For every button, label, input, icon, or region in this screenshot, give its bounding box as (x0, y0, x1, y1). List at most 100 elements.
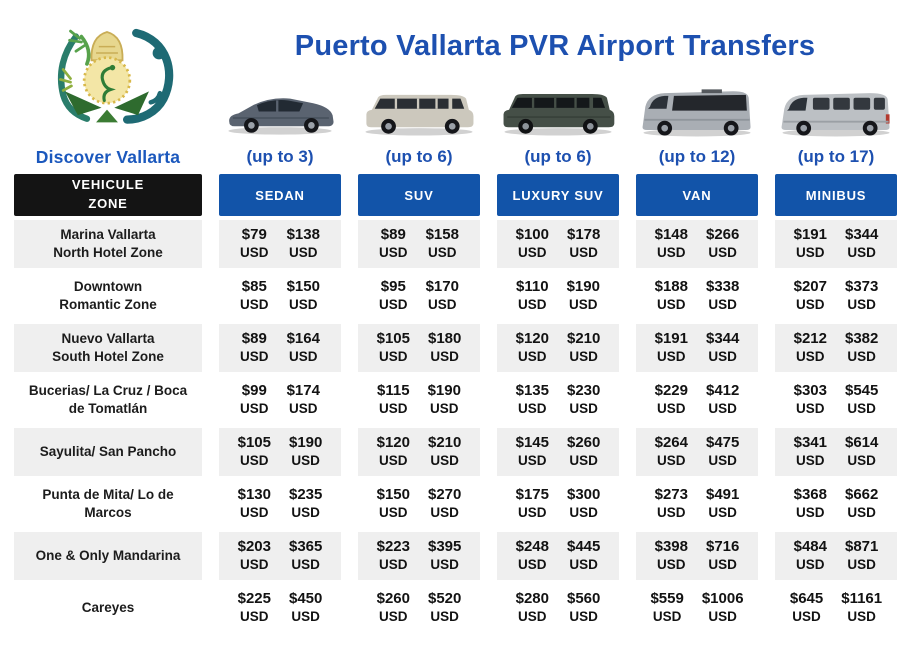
price-cell: $212 USD $382 USD (775, 324, 897, 372)
price-cell: $135 USD $230 USD (497, 376, 619, 424)
price-amount: $148 (654, 226, 688, 244)
price-amount: $871 (845, 538, 879, 556)
price-amount: $145 (515, 434, 549, 452)
currency-label: USD (240, 244, 269, 260)
price-amount: $175 (515, 486, 549, 504)
price-cell: $273 USD $491 USD (636, 480, 758, 528)
price-entry: $260 USD (567, 434, 600, 470)
price-amount: $412 (706, 382, 740, 400)
currency-label: USD (240, 348, 269, 364)
currency-label: USD (708, 556, 737, 572)
price-entry: $223 USD (377, 538, 410, 574)
currency-label: USD (379, 504, 408, 520)
price-entry: $210 USD (567, 330, 600, 366)
price-amount: $365 (289, 538, 323, 556)
price-entry: $230 USD (567, 382, 600, 418)
currency-label: USD (569, 348, 598, 364)
price-entry: $614 USD (845, 434, 878, 470)
price-entry: $1161 USD (841, 590, 882, 626)
zone-name-line2: de Tomatlán (68, 401, 148, 416)
price-amount: $89 (241, 330, 267, 348)
currency-label: USD (708, 504, 737, 520)
price-amount: $270 (428, 486, 462, 504)
price-amount: $79 (241, 226, 267, 244)
price-entry: $145 USD (516, 434, 549, 470)
price-amount: $170 (425, 278, 459, 296)
price-cell: $105 USD $190 USD (219, 428, 341, 476)
price-cell: $100 USD $178 USD (497, 220, 619, 268)
currency-label: USD (708, 452, 737, 468)
price-entry: $178 USD (567, 226, 600, 262)
column-header-sedan: SEDAN (219, 174, 341, 216)
currency-label: USD (291, 452, 320, 468)
zone-name-line1: Bucerias/ La Cruz / Boca (28, 382, 188, 398)
zone-name-line1: Nuevo Vallarta (61, 330, 155, 346)
currency-label: USD (379, 556, 408, 572)
price-amount: $368 (793, 486, 827, 504)
price-entry: $164 USD (287, 330, 320, 366)
currency-label: USD (847, 504, 876, 520)
price-amount: $115 (377, 382, 410, 400)
price-entry: $365 USD (289, 538, 322, 574)
zone-name-line2: South Hotel Zone (52, 349, 164, 364)
price-entry: $150 USD (287, 278, 320, 314)
price-entry: $412 USD (706, 382, 739, 418)
currency-label: USD (379, 608, 408, 624)
price-amount: $158 (425, 226, 459, 244)
price-cell: $341 USD $614 USD (775, 428, 897, 476)
price-amount: $95 (380, 278, 406, 296)
price-amount: $105 (376, 330, 410, 348)
price-entry: $135 USD (516, 382, 549, 418)
price-amount: $130 (237, 486, 271, 504)
logo-emblem-icon (57, 28, 174, 124)
price-amount: $450 (289, 590, 323, 608)
currency-label: USD (518, 504, 547, 520)
zone-name-line1: Punta de Mita/ Lo de (42, 486, 174, 502)
currency-label: USD (379, 452, 408, 468)
currency-label: USD (847, 400, 876, 416)
price-entry: $188 USD (655, 278, 688, 314)
currency-label: USD (518, 296, 547, 312)
price-cell: $191 USD $344 USD (775, 220, 897, 268)
price-entry: $138 USD (287, 226, 320, 262)
price-cell: $645 USD $1161 USD (775, 584, 897, 632)
currency-label: USD (430, 556, 459, 572)
zone-cell: Punta de Mita/ Lo de Marcos (14, 480, 202, 528)
currency-label: USD (796, 348, 825, 364)
currency-label: USD (240, 452, 269, 468)
brand-name: Discover Vallarta (35, 146, 181, 167)
minibus-icon (775, 80, 897, 140)
currency-label: USD (427, 244, 457, 260)
currency-label: USD (657, 556, 686, 572)
currency-label: USD (657, 400, 686, 416)
price-entry: $115 USD (377, 382, 410, 418)
zone-header-line2: ZONE (88, 196, 128, 211)
price-entry: $445 USD (567, 538, 600, 574)
currency-label: USD (796, 452, 825, 468)
currency-label: USD (518, 608, 547, 624)
price-amount: $614 (845, 434, 879, 452)
zone-name-line2: Marcos (84, 505, 132, 520)
currency-label: USD (430, 452, 459, 468)
price-amount: $190 (566, 278, 600, 296)
currency-label: USD (657, 348, 686, 364)
price-amount: $475 (706, 434, 740, 452)
column-header-suv: SUV (358, 174, 480, 216)
price-cell: $120 USD $210 USD (358, 428, 480, 476)
currency-label: USD (291, 608, 320, 624)
price-amount: $491 (706, 486, 740, 504)
price-entry: $280 USD (516, 590, 549, 626)
currency-label: USD (240, 556, 269, 572)
price-entry: $475 USD (706, 434, 739, 470)
price-cell: $99 USD $174 USD (219, 376, 341, 424)
logo-spacer (14, 80, 202, 140)
price-entry: $180 USD (428, 330, 461, 366)
currency-label: USD (518, 400, 547, 416)
price-table: Discover Vallarta (up to 3) (up to 6) (u… (14, 80, 897, 632)
price-entry: $662 USD (845, 486, 878, 522)
price-amount: $662 (845, 486, 879, 504)
capacity-sedan: (up to 3) (246, 147, 314, 166)
capacity-suv: (up to 6) (385, 147, 453, 166)
zone-cell: Nuevo Vallarta South Hotel Zone (14, 324, 202, 372)
price-entry: $150 USD (377, 486, 410, 522)
